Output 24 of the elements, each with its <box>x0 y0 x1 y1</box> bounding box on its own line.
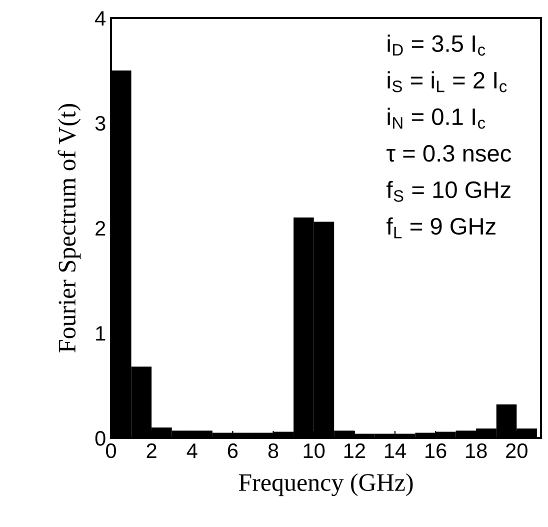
x-tick-label: 4 <box>186 444 198 458</box>
annotation: f$_{L}$ = 9 GHz <box>386 217 496 238</box>
annotation: i$_{D}$ = 3.5 I$_{c}$ <box>388 34 486 56</box>
y-tick-label: 2 <box>96 221 106 236</box>
y-tick-label: 1 <box>96 326 106 341</box>
x-tick-label: 8 <box>268 443 278 458</box>
annotation: i$_{N}$ = 0.1 I$_{c}$ <box>388 108 486 129</box>
x-axis-title: Frequency (GHz) <box>238 473 413 496</box>
x-tick-label: 6 <box>228 443 238 458</box>
x-tick-label: 14 <box>384 444 406 458</box>
x-tick-label: 0 <box>106 443 116 458</box>
y-axis-title: Fourier Spectrum of V(t) <box>58 104 81 352</box>
annotation: i$_{S}$ = i$_{L}$ = 2 I$_{c}$ <box>388 71 507 92</box>
x-tick-label: 16 <box>426 443 446 458</box>
annotation: τ = 0.3 nsec <box>386 145 512 162</box>
annotation: f$_{S}$ = 10 GHz <box>386 180 510 202</box>
y-tick-label: 3 <box>95 116 106 131</box>
x-tick-label: 10 <box>304 443 325 458</box>
y-tick-label: 0 <box>95 431 106 446</box>
x-tick-label: 2 <box>146 443 156 458</box>
x-tick-label: 12 <box>344 443 365 458</box>
x-tick-label: 20 <box>506 443 528 458</box>
x-tick-label: 18 <box>466 443 487 458</box>
y-tick-label: 4 <box>95 11 106 26</box>
